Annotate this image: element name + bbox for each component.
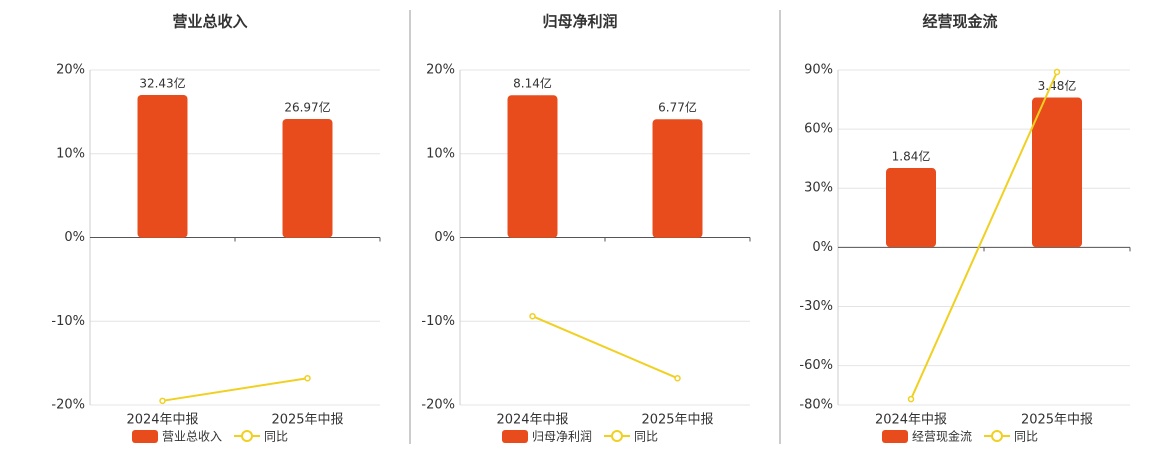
y-tick-label: -80% (799, 398, 833, 413)
value-label: 8.14亿 (513, 76, 552, 91)
legend-label: 同比 (1014, 430, 1038, 444)
legend-label: 经营现金流 (912, 429, 972, 444)
bar (282, 118, 333, 238)
y-tick-label: -20% (421, 398, 455, 413)
x-tick-label: 2024年中报 (126, 413, 198, 428)
y-tick-label: 90% (804, 63, 833, 78)
value-label: 3.48亿 (1038, 78, 1077, 93)
legend-swatch (611, 430, 624, 442)
point (674, 374, 681, 382)
y-tick-label: 10% (56, 146, 85, 161)
bar (886, 168, 936, 248)
legend-swatch (991, 430, 1004, 442)
line (162, 377, 308, 402)
legend-label: 同比 (634, 430, 658, 444)
bar (652, 119, 703, 238)
x-tick-label: 2024年中报 (496, 413, 568, 428)
y-tick-label: -30% (799, 299, 833, 314)
y-tick-label: 0% (434, 230, 455, 245)
point (159, 397, 166, 405)
x-tick-label: 2024年中报 (875, 413, 947, 428)
legend-label: 归母净利润 (532, 430, 592, 444)
y-tick-label: 60% (804, 122, 833, 137)
y-tick-label: 20% (56, 63, 85, 78)
point (907, 395, 915, 403)
value-label: 1.84亿 (892, 149, 931, 164)
y-tick-label: -10% (51, 314, 85, 329)
legend-label: 营业总收入 (162, 430, 222, 444)
chart-title: 归母净利润 (542, 13, 617, 31)
bar (137, 94, 188, 238)
value-label: 26.97亿 (284, 99, 330, 114)
x-tick-label: 2025年中报 (641, 413, 713, 428)
y-tick-label: -10% (421, 314, 455, 329)
chart-title: 经营现金流 (922, 13, 997, 31)
y-tick-label: 10% (426, 146, 455, 161)
value-label: 6.77亿 (658, 100, 697, 115)
y-tick-label: 0% (812, 240, 833, 255)
point (304, 374, 311, 382)
legend-swatch (241, 430, 254, 442)
y-tick-label: -60% (799, 358, 833, 373)
y-tick-label: 0% (64, 230, 85, 245)
line (910, 71, 1058, 400)
x-tick-label: 2025年中报 (1021, 413, 1093, 428)
legend-swatch (882, 430, 908, 443)
x-tick-label: 2025年中报 (271, 413, 343, 428)
point (1053, 68, 1061, 76)
legend-swatch (502, 430, 528, 443)
chart-title: 营业总收入 (172, 13, 247, 31)
y-tick-label: -20% (51, 398, 85, 413)
y-tick-label: 20% (426, 63, 455, 78)
point (529, 312, 536, 320)
legend-label: 同比 (264, 430, 288, 444)
bar (1032, 97, 1082, 248)
bar (507, 95, 558, 238)
legend-swatch (132, 430, 158, 443)
y-tick-label: 30% (804, 181, 833, 196)
value-label: 32.43亿 (139, 75, 185, 90)
line (532, 315, 678, 380)
